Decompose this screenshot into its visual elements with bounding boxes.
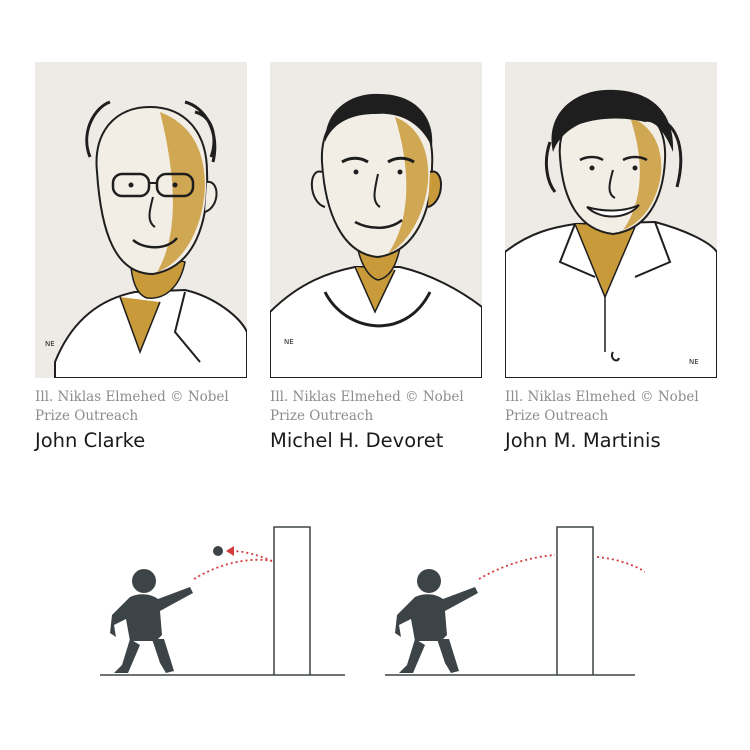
laureate-name: John M. Martinis xyxy=(505,429,661,452)
child-throwing-ball-icon xyxy=(385,526,662,676)
artist-signature: NE xyxy=(284,338,294,346)
illustration-credit: Ill. Niklas Elmehed © Nobel Prize Outrea… xyxy=(35,389,229,424)
child-throwing-ball-icon xyxy=(100,526,345,676)
diagram-ball-passes-through xyxy=(385,515,662,685)
illustration-credit: Ill. Niklas Elmehed © Nobel Prize Outrea… xyxy=(505,389,699,424)
laureate-name: John Clarke xyxy=(35,429,146,452)
portrait-illustration-icon xyxy=(54,100,247,378)
portrait-michel-devoret: NE xyxy=(270,62,482,378)
illustration-credit: Ill. Niklas Elmehed © Nobel Prize Outrea… xyxy=(270,389,464,424)
laureate-card-clarke: NE Ill. Niklas Elmehed © Nobel Prize Out… xyxy=(35,62,247,454)
portrait-john-martinis: NE xyxy=(505,62,717,378)
diagram-ball-bounces-back xyxy=(100,515,360,685)
portrait-john-clarke: NE xyxy=(35,62,247,378)
artist-signature: NE xyxy=(45,340,55,348)
portrait-illustration-icon xyxy=(505,89,717,378)
portrait-illustration-icon xyxy=(270,93,482,378)
laureate-card-devoret: NE Ill. Niklas Elmehed © Nobel Prize Out… xyxy=(270,62,482,454)
laureate-name: Michel H. Devoret xyxy=(270,429,444,452)
laureate-card-martinis: NE Ill. Niklas Elmehed © Nobel Prize Out… xyxy=(505,62,717,454)
artist-signature: NE xyxy=(689,358,699,366)
